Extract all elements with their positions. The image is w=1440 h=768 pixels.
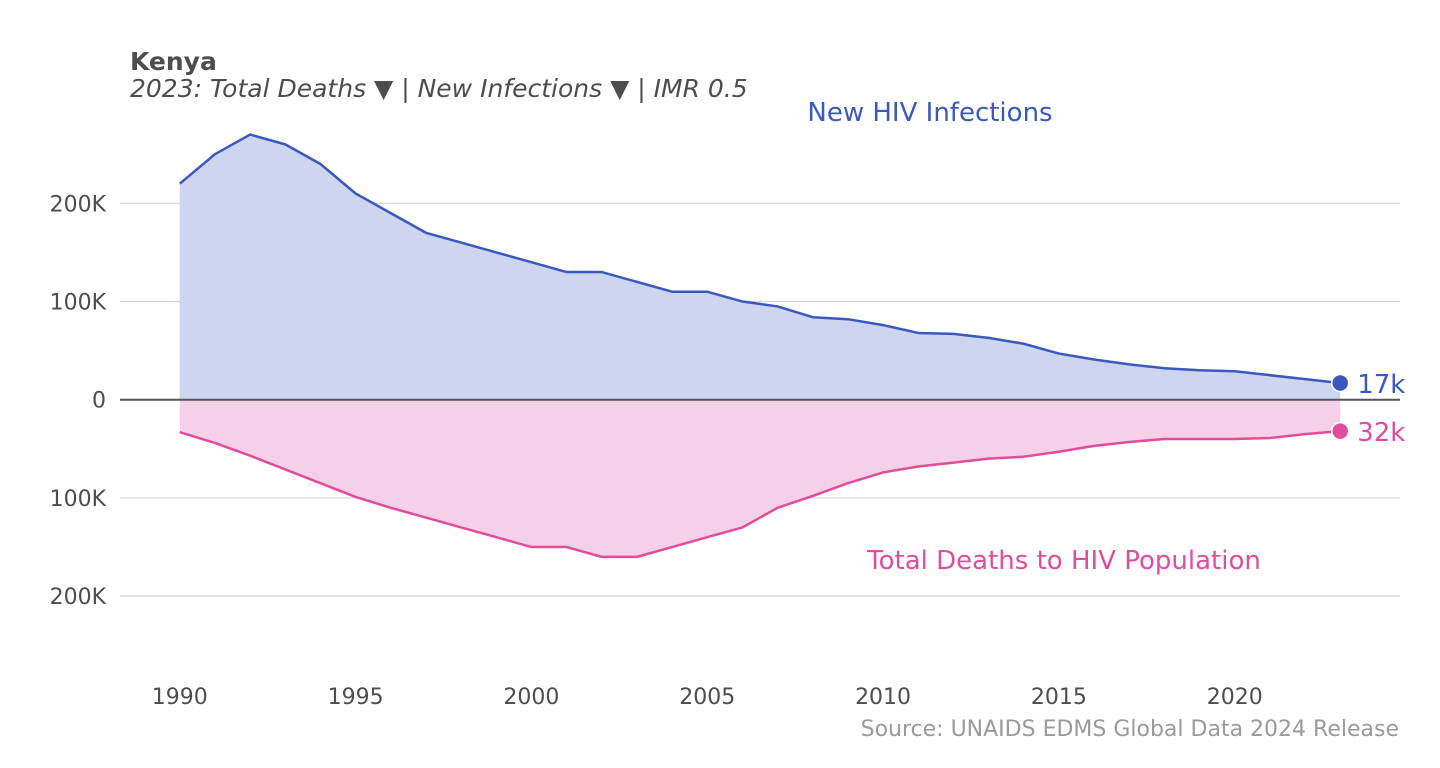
x-axis-ticks: 1990 1995 2000 2005 2010 2015 2020 [152, 685, 1263, 710]
chart-subtitle: 2023: Total Deaths ▼ | New Infections ▼ … [130, 74, 748, 103]
end-value-label: 17k [1357, 370, 1405, 400]
end-markers: 17k 32k [1330, 370, 1405, 448]
y-tick-label: 0 [92, 389, 106, 414]
series-name-label: Total Deaths to HIV Population [866, 546, 1261, 576]
x-tick-label: 2010 [855, 685, 911, 710]
y-tick-label: 100K [50, 291, 107, 316]
series-name-label: New HIV Infections [807, 98, 1052, 128]
series-line [178, 133, 1341, 385]
y-tick-label: 100K [50, 487, 107, 512]
x-tick-label: 1990 [152, 685, 208, 710]
area-layer [179, 134, 1341, 557]
series-line [179, 429, 1341, 559]
x-tick-label: 2000 [503, 685, 559, 710]
y-tick-label: 200K [50, 192, 107, 217]
x-tick-label: 2005 [679, 685, 735, 710]
series-area [179, 134, 1341, 400]
x-tick-label: 1995 [328, 685, 384, 710]
series-labels: New HIV Infections Total Deaths to HIV Po… [807, 98, 1260, 576]
y-tick-label: 200K [50, 585, 107, 610]
source-note: Source: UNAIDS EDMS Global Data 2024 Rel… [861, 717, 1399, 742]
end-value-label: 32k [1357, 418, 1405, 448]
x-tick-label: 2020 [1207, 685, 1263, 710]
series-area [179, 399, 1341, 557]
end-point-marker [1330, 421, 1350, 441]
line-layer [178, 133, 1341, 559]
chart-title: Kenya [130, 47, 217, 76]
x-tick-label: 2015 [1031, 685, 1087, 710]
y-axis-ticks: 200K 100K 0 100K 200K [50, 192, 107, 610]
end-point-marker [1330, 373, 1350, 393]
